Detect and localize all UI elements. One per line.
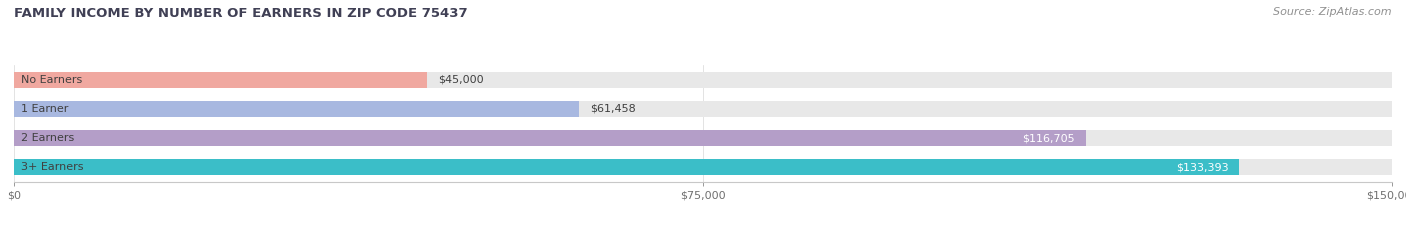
Bar	[14, 159, 1392, 175]
Bar	[14, 101, 579, 117]
Text: Source: ZipAtlas.com: Source: ZipAtlas.com	[1274, 7, 1392, 17]
Bar	[14, 72, 427, 88]
Text: $133,393: $133,393	[1175, 162, 1229, 172]
Text: $61,458: $61,458	[589, 104, 636, 114]
Bar	[14, 130, 1085, 146]
Text: 2 Earners: 2 Earners	[21, 133, 75, 143]
Text: No Earners: No Earners	[21, 75, 82, 85]
Bar	[14, 101, 1392, 117]
Bar	[14, 130, 1392, 146]
Bar	[14, 159, 1240, 175]
Bar	[14, 72, 1392, 88]
Text: 1 Earner: 1 Earner	[21, 104, 69, 114]
Text: FAMILY INCOME BY NUMBER OF EARNERS IN ZIP CODE 75437: FAMILY INCOME BY NUMBER OF EARNERS IN ZI…	[14, 7, 468, 20]
Text: 3+ Earners: 3+ Earners	[21, 162, 83, 172]
Text: $45,000: $45,000	[439, 75, 484, 85]
Text: $116,705: $116,705	[1022, 133, 1076, 143]
